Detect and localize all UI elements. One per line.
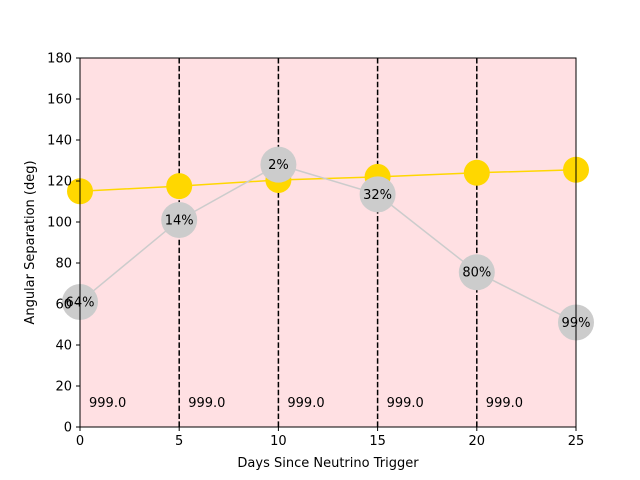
annotation-text: 999.0 [89, 396, 126, 411]
annotation-text: 999.0 [287, 396, 324, 411]
x-tick-label: 15 [369, 434, 386, 449]
annotation-text: 999.0 [188, 396, 225, 411]
x-axis-label: Days Since Neutrino Trigger [237, 456, 419, 471]
y-tick-label: 120 [47, 175, 72, 190]
y-tick-label: 80 [55, 257, 72, 272]
plot-background [80, 58, 576, 427]
data-label: 14% [165, 213, 194, 228]
x-axis: 0 5 10 15 20 25 [76, 427, 584, 449]
series-line [79, 168, 577, 192]
y-axis-label: Angular Separation (deg) [23, 160, 38, 324]
data-point [260, 146, 297, 183]
x-tick-label: 20 [469, 434, 486, 449]
annotations: 999.0 999.0 999.0 999.0 999.0 [89, 396, 523, 411]
data-point [161, 201, 198, 238]
y-axis: 0 20 40 60 80 100 120 140 160 180 [47, 52, 80, 436]
y-tick-label: 180 [47, 52, 72, 67]
vertical-lines [178, 58, 478, 427]
data-label: 80% [462, 266, 491, 281]
y-tick-label: 140 [47, 134, 72, 149]
x-tick-label: 0 [76, 434, 84, 449]
annotation-text: 999.0 [486, 396, 523, 411]
data-point [359, 176, 396, 213]
data-label: 2% [268, 158, 289, 173]
y-tick-label: 160 [47, 93, 72, 108]
data-point [463, 159, 490, 186]
data-point [458, 254, 495, 291]
plot-frame [79, 57, 577, 428]
y-tick-label: 40 [55, 339, 72, 354]
y-tick-label: 100 [47, 216, 72, 231]
series-line [79, 163, 577, 324]
data-label: 32% [363, 188, 392, 203]
x-tick-label: 10 [270, 434, 287, 449]
x-tick-label: 25 [568, 434, 585, 449]
y-tick-label: 20 [55, 380, 72, 395]
y-tick-label: 0 [64, 421, 72, 436]
annotation-text: 999.0 [387, 396, 424, 411]
x-tick-label: 5 [175, 434, 183, 449]
data-point [166, 173, 193, 200]
y-tick-label: 60 [55, 298, 72, 313]
